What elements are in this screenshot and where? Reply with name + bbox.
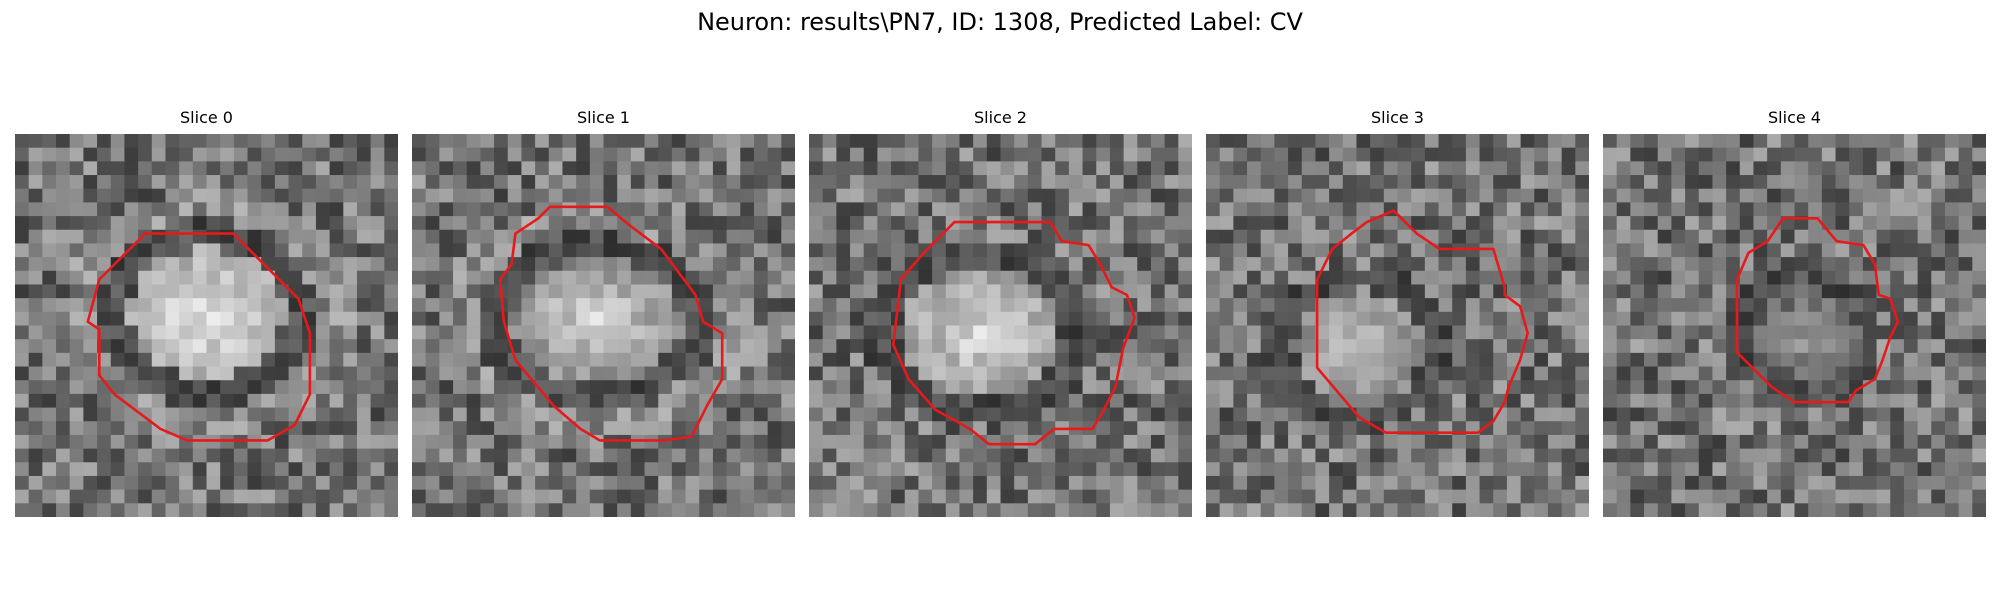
pixel-grid: [809, 134, 1192, 517]
cell-contour: [1315, 209, 1530, 435]
slice-title-4: Slice 4: [1768, 108, 1821, 127]
slice-panel-1: Slice 1: [412, 108, 795, 518]
slice-title-3: Slice 3: [1371, 108, 1424, 127]
slice-panel-2: Slice 2: [809, 108, 1192, 518]
slice-image-3: [1206, 134, 1589, 517]
slice-panel-4: Slice 4: [1603, 108, 1986, 518]
figure-title: Neuron: results\PN7, ID: 1308, Predicted…: [697, 8, 1303, 36]
pixel-grid: [1603, 134, 1986, 517]
pixel-grid: [412, 134, 795, 517]
slice-title-1: Slice 1: [577, 108, 630, 127]
slice-image-0: [15, 134, 398, 517]
cell-contour: [498, 205, 724, 442]
slice-title-0: Slice 0: [180, 108, 233, 127]
pixel-grid: [15, 134, 398, 517]
cell-contour: [892, 220, 1136, 446]
cell-contour: [1735, 217, 1900, 404]
slice-panel-3: Slice 3: [1206, 108, 1589, 518]
pixel-grid: [1206, 134, 1589, 517]
slice-panel-0: Slice 0: [15, 108, 398, 518]
slice-title-2: Slice 2: [974, 108, 1027, 127]
slice-image-1: [412, 134, 795, 517]
slice-image-4: [1603, 134, 1986, 517]
slice-image-2: [809, 134, 1192, 517]
cell-contour: [86, 232, 312, 442]
